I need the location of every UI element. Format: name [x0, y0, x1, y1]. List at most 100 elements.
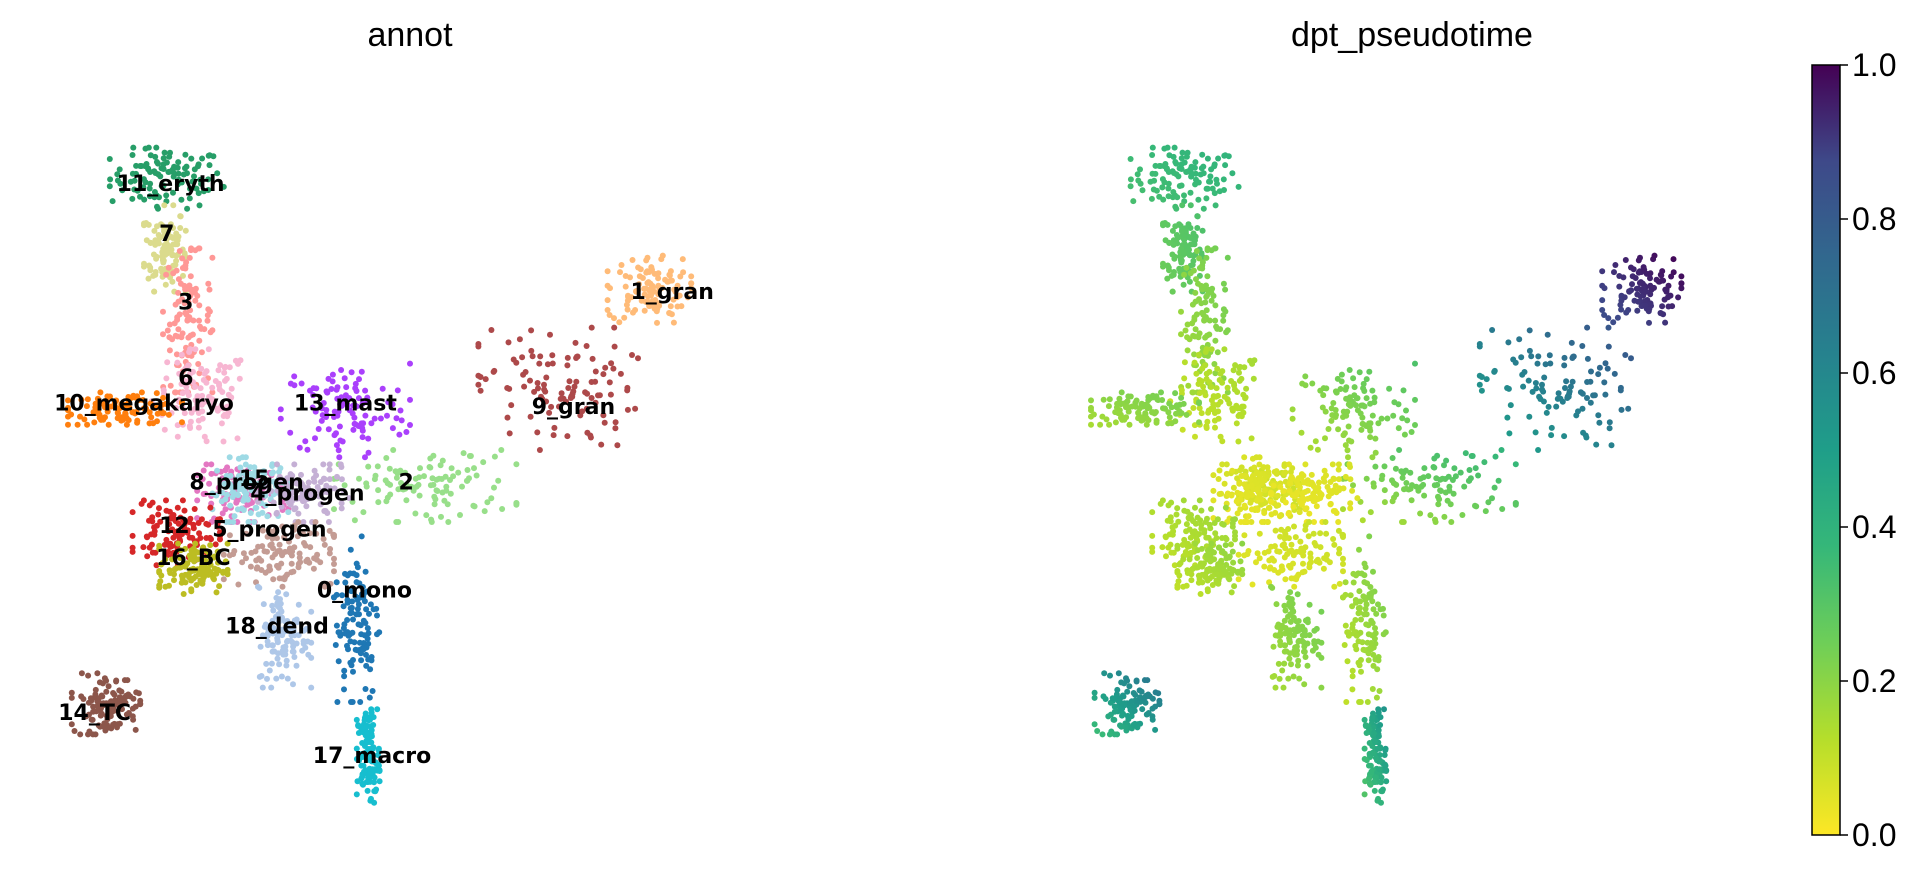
- cluster-point: [152, 241, 159, 248]
- cluster-point: [287, 429, 294, 436]
- cluster-point: [65, 404, 71, 411]
- cluster-point: [205, 346, 212, 353]
- pseudotime-point: [1180, 249, 1187, 256]
- cluster-point: [368, 654, 375, 660]
- colorbar-tick-label: 0.2: [1852, 663, 1896, 699]
- cluster-point: [184, 170, 190, 177]
- cluster-point: [433, 476, 440, 483]
- cluster-point: [206, 162, 213, 169]
- pseudotime-point: [1356, 662, 1363, 669]
- cluster-point: [177, 564, 184, 571]
- pseudotime-point: [1200, 205, 1207, 212]
- pseudotime-point: [1373, 694, 1380, 701]
- pseudotime-point: [1361, 579, 1368, 586]
- cluster-point: [177, 555, 184, 561]
- cluster-point: [207, 561, 214, 568]
- pseudotime-point: [1290, 552, 1297, 559]
- pseudotime-point: [1363, 621, 1370, 628]
- pseudotime-point: [1507, 402, 1514, 409]
- pseudotime-point: [1128, 698, 1135, 705]
- pseudotime-point: [1236, 369, 1242, 376]
- cluster-point: [360, 646, 367, 653]
- cluster-point: [248, 487, 255, 494]
- cluster-point: [68, 721, 75, 728]
- cluster-point: [156, 194, 162, 201]
- cluster-point: [206, 480, 213, 487]
- pseudotime-point: [1642, 289, 1649, 296]
- pseudotime-point: [1336, 580, 1343, 587]
- cluster-point: [348, 662, 355, 669]
- pseudotime-point: [1214, 365, 1221, 372]
- cluster-point: [207, 329, 214, 336]
- pseudotime-point: [1178, 155, 1185, 162]
- pseudotime-point: [1535, 353, 1542, 360]
- cluster-point: [117, 698, 124, 705]
- cluster-point: [383, 455, 390, 461]
- pseudotime-point: [1114, 686, 1121, 693]
- cluster-point: [276, 469, 282, 475]
- cluster-point: [275, 589, 282, 596]
- pseudotime-point: [1335, 466, 1342, 473]
- cluster-point: [187, 566, 194, 573]
- pseudotime-point: [1377, 722, 1384, 728]
- pseudotime-point: [1375, 795, 1382, 802]
- pseudotime-point: [1143, 421, 1150, 428]
- pseudotime-point: [1301, 568, 1308, 575]
- pseudotime-point: [1568, 339, 1575, 346]
- cluster-point: [220, 551, 227, 558]
- pseudotime-point: [1333, 389, 1340, 396]
- cluster-point: [659, 252, 666, 259]
- pseudotime-point: [1606, 419, 1613, 426]
- cluster-label: 17_macro: [313, 744, 431, 769]
- pseudotime-point: [1626, 288, 1633, 295]
- cluster-point: [243, 555, 249, 562]
- cluster-point: [359, 400, 366, 407]
- cluster-point: [362, 750, 369, 757]
- cluster-point: [241, 471, 248, 477]
- cluster-point: [162, 249, 169, 256]
- cluster-point: [624, 406, 631, 413]
- cluster-point: [169, 278, 176, 285]
- pseudotime-point: [1282, 499, 1289, 506]
- pseudotime-point: [1616, 283, 1623, 290]
- pseudotime-point: [1231, 583, 1238, 590]
- cluster-point: [234, 506, 241, 513]
- pseudotime-point: [1248, 482, 1255, 489]
- cluster-point: [363, 662, 370, 669]
- pseudotime-point: [1277, 638, 1284, 645]
- cluster-point: [123, 421, 130, 428]
- cluster-point: [365, 754, 372, 761]
- cluster-point: [276, 541, 283, 548]
- cluster-point: [131, 186, 138, 193]
- cluster-point: [136, 397, 142, 403]
- cluster-point: [259, 632, 266, 639]
- cluster-point: [167, 570, 174, 576]
- cluster-point: [369, 766, 376, 773]
- cluster-point: [667, 303, 674, 310]
- cluster-point: [182, 227, 189, 234]
- pseudotime-point: [1356, 588, 1363, 595]
- cluster-point: [210, 400, 217, 407]
- dpt-points: [1088, 144, 1685, 806]
- cluster-point: [151, 227, 158, 234]
- cluster-point: [674, 294, 681, 301]
- cluster-point: [205, 280, 212, 287]
- cluster-point: [521, 383, 528, 390]
- pseudotime-point: [1234, 389, 1241, 395]
- cluster-point: [363, 606, 370, 613]
- pseudotime-point: [1548, 424, 1555, 431]
- pseudotime-point: [1339, 531, 1346, 538]
- pseudotime-point: [1178, 257, 1185, 264]
- cluster-point: [196, 530, 203, 537]
- cluster-point: [194, 497, 201, 504]
- pseudotime-point: [1224, 254, 1231, 261]
- cluster-point: [300, 519, 307, 525]
- cluster-point: [273, 526, 279, 532]
- cluster-point: [98, 414, 104, 421]
- cluster-point: [146, 193, 153, 200]
- pseudotime-point: [1144, 402, 1151, 409]
- pseudotime-point: [1362, 722, 1369, 729]
- cluster-point: [556, 403, 562, 410]
- pseudotime-point: [1088, 404, 1094, 411]
